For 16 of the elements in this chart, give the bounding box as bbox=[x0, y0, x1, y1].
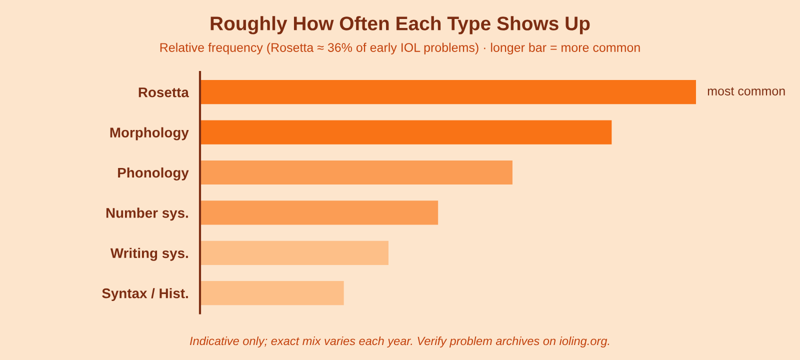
y-tick-label: Morphology bbox=[110, 127, 189, 140]
y-tick-label: Number sys. bbox=[106, 208, 188, 221]
bar bbox=[200, 120, 612, 144]
chart-subtitle: Relative frequency (Rosetta ≈ 36% of early IOL problems) · longer bar = more common bbox=[160, 42, 640, 54]
y-tick-label: Syntax / Hist. bbox=[102, 288, 188, 302]
bar bbox=[200, 240, 388, 265]
y-tick-label: Writing sys. bbox=[110, 248, 188, 261]
bar bbox=[200, 281, 344, 306]
y-tick-label: Phonology bbox=[118, 167, 189, 180]
bar bbox=[200, 200, 438, 225]
bar bbox=[200, 80, 696, 104]
text: Indicative only; exact mix varies each year. Verify problem archives on ioling.org. bbox=[190, 336, 610, 348]
annotation: most common bbox=[708, 87, 785, 96]
chart-title: Roughly How Often Each Type Shows Up bbox=[210, 16, 590, 34]
bar bbox=[200, 160, 512, 185]
y-tick-label: Rosetta bbox=[138, 88, 189, 98]
